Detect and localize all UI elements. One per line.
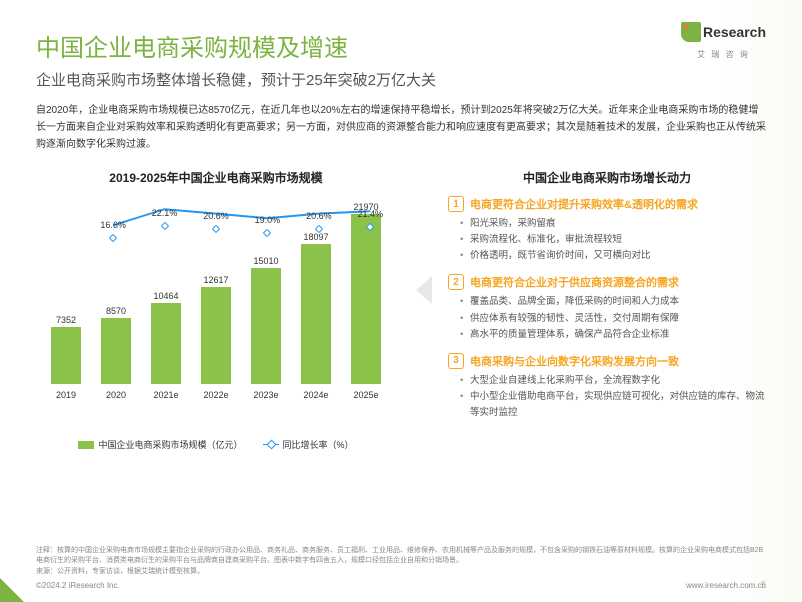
url: www.iresearch.com.cn (686, 581, 766, 590)
chart-legend: 中国企业电商采购市场规模（亿元） 同比增长率（%） (36, 438, 396, 451)
footnote: 注释：核算的中国企业采购电商市场规模主要指企业采购的行政办公用品、商务礼品、商务… (36, 546, 766, 567)
copyright: ©2024.2 iResearch Inc. (36, 581, 120, 590)
driver-items: 阳光采购，采购留痕采购流程化、标准化，审批流程较短价格透明，既节省询价时间，又可… (448, 216, 766, 264)
logo: Research 艾 瑞 咨 询 (681, 22, 766, 60)
driver-item: 高水平的质量管理体系，确保产品符合企业标准 (470, 327, 766, 343)
legend-line-label: 同比增长率（%） (283, 438, 354, 451)
driver-number: 2 (448, 274, 464, 290)
chart-panel: 2019-2025年中国企业电商采购市场规模 73522019857020201… (36, 169, 396, 451)
driver-item: 中小型企业借助电商平台，实现供应链可视化，对供应链的库存、物流等实时监控 (470, 389, 766, 421)
footer: 注释：核算的中国企业采购电商市场规模主要指企业采购的行政办公用品、商务礼品、商务… (36, 546, 766, 591)
driver-number: 3 (448, 353, 464, 369)
intro-paragraph: 自2020年，企业电商采购市场规模已达8570亿元，在近几年也以20%左右的增速… (36, 102, 766, 153)
legend-bar: 中国企业电商采购市场规模（亿元） (78, 438, 242, 451)
content-row: 2019-2025年中国企业电商采购市场规模 73522019857020201… (36, 169, 766, 451)
copyright-row: ©2024.2 iResearch Inc. www.iresearch.com… (36, 581, 766, 590)
driver-block: 2 电商更符合企业对于供应商资源整合的需求覆盖品类、品牌全面，降低采购的时间和人力… (448, 274, 766, 342)
line-series (36, 194, 396, 414)
legend-line-swatch (263, 444, 279, 446)
driver-title: 电商更符合企业对于供应商资源整合的需求 (470, 274, 679, 290)
arrow-icon (416, 276, 432, 304)
drivers-list: 1 电商更符合企业对提升采购效率&透明化的需求阳光采购，采购留痕采购流程化、标准化… (448, 196, 766, 421)
drivers-title: 中国企业电商采购市场增长动力 (448, 169, 766, 186)
slide-page: Research 艾 瑞 咨 询 中国企业电商采购规模及增速 企业电商采购市场整… (0, 0, 802, 602)
driver-item: 大型企业自建线上化采购平台，全流程数字化 (470, 373, 766, 389)
driver-block: 3 电商采购与企业向数字化采购发展方向一致大型企业自建线上化采购平台，全流程数字化… (448, 353, 766, 421)
driver-title: 电商采购与企业向数字化采购发展方向一致 (470, 353, 679, 369)
driver-title: 电商更符合企业对提升采购效率&透明化的需求 (470, 196, 698, 212)
driver-header: 3 电商采购与企业向数字化采购发展方向一致 (448, 353, 766, 369)
driver-header: 1 电商更符合企业对提升采购效率&透明化的需求 (448, 196, 766, 212)
driver-item: 覆盖品类、品牌全面，降低采购的时间和人力成本 (470, 294, 766, 310)
legend-bar-label: 中国企业电商采购市场规模（亿元） (98, 438, 242, 451)
driver-item: 阳光采购，采购留痕 (470, 216, 766, 232)
driver-block: 1 电商更符合企业对提升采购效率&透明化的需求阳光采购，采购留痕采购流程化、标准化… (448, 196, 766, 264)
legend-bar-swatch (78, 441, 94, 449)
page-subtitle: 企业电商采购市场整体增长稳健，预计于25年突破2万亿大关 (36, 69, 766, 90)
page-number: 5 (761, 580, 766, 590)
source-note: 来源：公开资料，专家访谈，根据艾瑞统计模型核算。 (36, 567, 766, 578)
driver-item: 价格透明，既节省询价时间，又可横向对比 (470, 248, 766, 264)
driver-number: 1 (448, 196, 464, 212)
combo-chart: 7352201985702020104642021e126172022e1501… (36, 194, 396, 414)
driver-item: 采购流程化、标准化，审批流程较短 (470, 232, 766, 248)
driver-item: 供应体系有较强的韧性、灵活性，交付周期有保障 (470, 311, 766, 327)
drivers-panel: 中国企业电商采购市场增长动力 1 电商更符合企业对提升采购效率&透明化的需求阳光采… (448, 169, 766, 451)
driver-items: 覆盖品类、品牌全面，降低采购的时间和人力成本供应体系有较强的韧性、灵活性，交付周… (448, 294, 766, 342)
driver-header: 2 电商更符合企业对于供应商资源整合的需求 (448, 274, 766, 290)
logo-row: Research (681, 22, 766, 47)
page-title: 中国企业电商采购规模及增速 (36, 28, 766, 63)
logo-subtitle: 艾 瑞 咨 询 (681, 49, 766, 60)
logo-icon (681, 22, 701, 42)
legend-line: 同比增长率（%） (263, 438, 354, 451)
chart-title: 2019-2025年中国企业电商采购市场规模 (36, 169, 396, 186)
logo-brand: Research (703, 24, 766, 40)
corner-decoration (0, 578, 24, 602)
driver-items: 大型企业自建线上化采购平台，全流程数字化中小型企业借助电商平台，实现供应链可视化… (448, 373, 766, 421)
